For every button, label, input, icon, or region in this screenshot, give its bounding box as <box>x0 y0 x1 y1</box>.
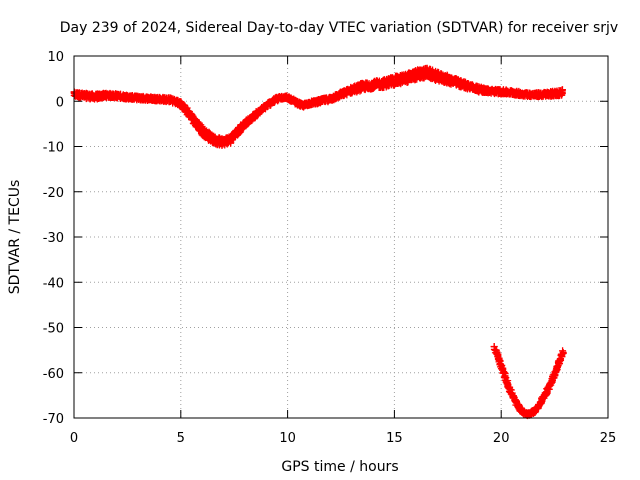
y-tick-label: -60 <box>43 367 64 382</box>
x-tick-label: 15 <box>386 431 403 446</box>
y-axis-label: SDTVAR / TECUs <box>7 180 23 295</box>
y-tick-label: -10 <box>43 141 64 156</box>
y-tick-label: -40 <box>43 276 64 291</box>
y-tick-label: -30 <box>43 231 64 246</box>
x-tick-label: 0 <box>70 431 78 446</box>
data-series <box>490 343 567 420</box>
chart-title: Day 239 of 2024, Sidereal Day-to-day VTE… <box>60 20 618 36</box>
x-tick-label: 20 <box>493 431 510 446</box>
grid-lines <box>74 56 608 418</box>
x-tick-label: 25 <box>600 431 617 446</box>
y-tick-label: 0 <box>56 95 64 110</box>
x-tick-label: 10 <box>279 431 296 446</box>
y-tick-label: -20 <box>43 186 64 201</box>
data-point <box>559 347 567 355</box>
y-tick-label: 10 <box>47 50 64 65</box>
x-axis-label: GPS time / hours <box>281 459 398 475</box>
data-series <box>70 64 566 149</box>
y-tick-label: -50 <box>43 322 64 337</box>
data-point <box>558 90 566 98</box>
data-marks <box>70 64 567 420</box>
x-tick-label: 5 <box>177 431 185 446</box>
data-point <box>507 386 515 394</box>
axis-ticks: 0 5 10 15 20 25 10 0 -10 -20 -30 -40 -50 -60 -70 <box>43 50 617 446</box>
y-tick-label: -70 <box>43 412 64 427</box>
